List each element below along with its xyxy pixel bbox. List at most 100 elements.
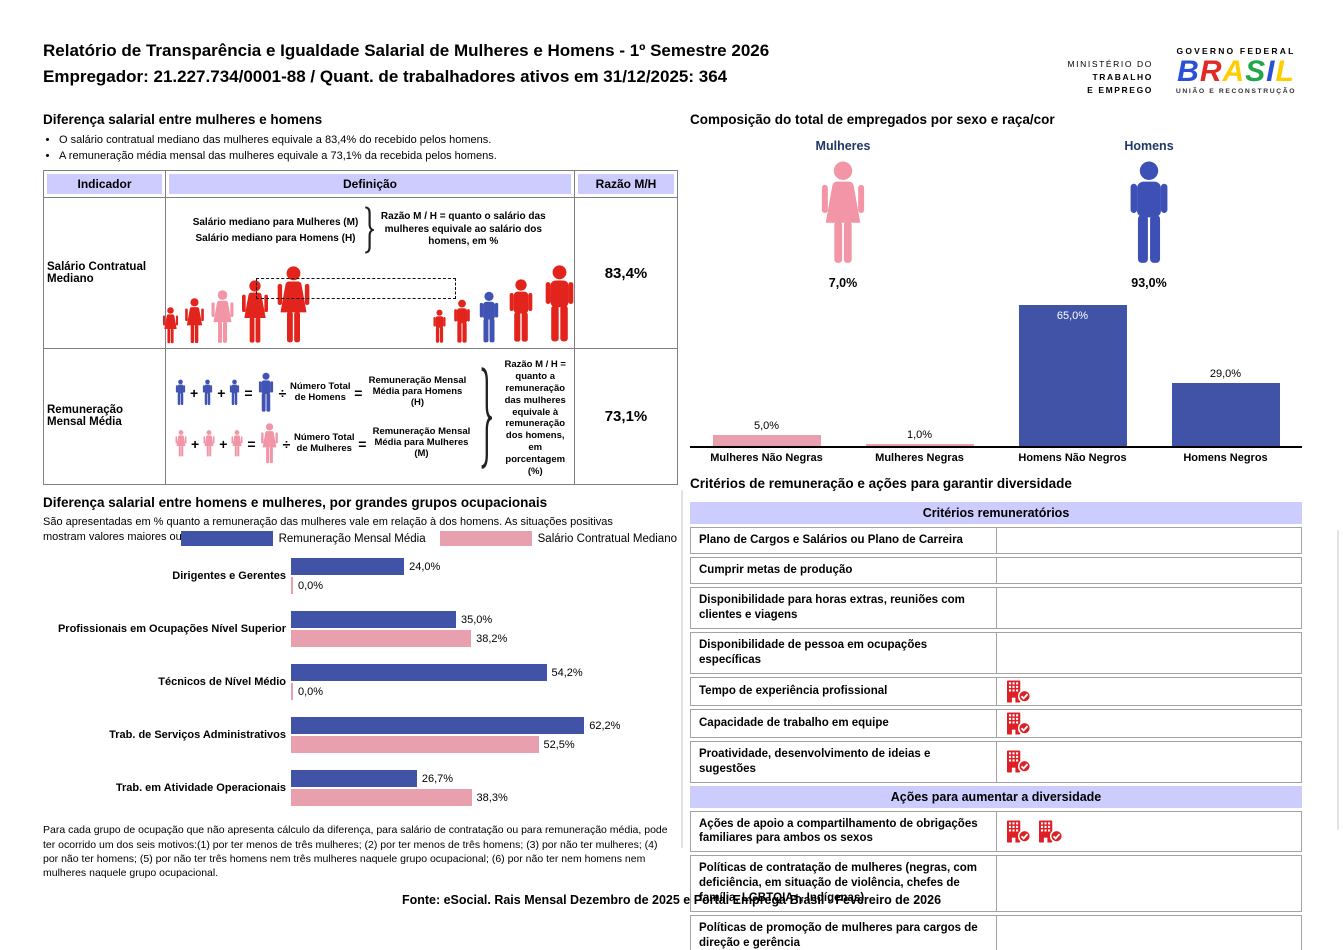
median-link-dashed-box xyxy=(256,278,456,299)
occupation-group: Trab. de Serviços Administrativos 62,2% 52… xyxy=(43,717,677,754)
company-check-icon xyxy=(1005,820,1032,843)
composition-column: 1,0% Mulheres Negras xyxy=(843,294,996,464)
col-header-indicador: Indicador xyxy=(43,170,166,198)
bullet-median-salary: O salário contratual mediano das mulhere… xyxy=(59,134,677,146)
report-subtitle: Empregador: 21.227.734/0001-88 / Quant. … xyxy=(43,67,728,87)
criteria-label: Tempo de experiência profissional xyxy=(690,676,996,706)
occupation-group: Profissionais em Ocupações Nível Superio… xyxy=(43,611,677,648)
criteria-label: Plano de Cargos e Salários ou Plano de C… xyxy=(690,527,996,554)
women-result-label: Remuneração Mensal Média para Mulheres (… xyxy=(372,426,471,460)
x-axis-line xyxy=(690,446,1302,448)
woman-figure-icon xyxy=(821,161,865,263)
avg-remuneration-formula: + + = ÷ Número Total de Homens = Re xyxy=(168,353,572,480)
bar xyxy=(291,770,417,788)
occupation-label: Dirigentes e Gerentes xyxy=(172,570,286,583)
bar-value-label: 29,0% xyxy=(1209,368,1242,381)
woman-figure-icon xyxy=(162,307,179,344)
occupational-legend: Remuneração Mensal Média Salário Contratu… xyxy=(180,531,677,547)
occupational-bar-chart: Dirigentes e Gerentes 24,0% 0,0% Profission… xyxy=(43,558,677,807)
divide-operator: ÷ xyxy=(282,435,291,452)
category-label: Homens Não Negros xyxy=(1018,452,1127,464)
man-figure-icon-large xyxy=(258,373,273,413)
woman-figure-icon xyxy=(203,430,215,457)
criteria-row: Disponibilidade de pessoa em ocupações e… xyxy=(690,631,1302,674)
bar xyxy=(291,717,585,735)
equals-operator: = xyxy=(354,384,363,401)
bar xyxy=(291,611,456,629)
header-logos: MINISTÉRIO DO TRABALHO E EMPREGO GOVERNO… xyxy=(1068,46,1306,96)
category-label: Mulheres Não Negras xyxy=(710,452,823,464)
page-scrollbar[interactable] xyxy=(1337,530,1339,830)
composition-column: 5,0% Mulheres Não Negras xyxy=(690,294,843,464)
bar xyxy=(291,683,293,701)
bar-row: 35,0% xyxy=(291,611,507,629)
plus-operator: + xyxy=(190,384,199,401)
median-salary-illustration xyxy=(162,256,574,344)
bar xyxy=(712,435,821,446)
brace-icon xyxy=(365,206,375,254)
criteria-section-row: Critérios remuneratórios xyxy=(690,502,1302,524)
brasil-letter: A xyxy=(1222,55,1246,88)
bar-value-label: 54,2% xyxy=(551,666,583,679)
indicator-median-salary: Salário Contratual Mediano xyxy=(43,197,166,349)
bar xyxy=(291,558,405,576)
criteria-row: Plano de Cargos e Salários ou Plano de C… xyxy=(690,527,1302,554)
criteria-row: Tempo de experiência profissional xyxy=(690,676,1302,706)
bar xyxy=(291,789,472,807)
bar-row: 38,2% xyxy=(291,630,508,648)
woman-figure-icon xyxy=(185,298,204,344)
criteria-section-header: Critérios remuneratórios xyxy=(690,502,1302,524)
composition-bar-chart: 5,0% Mulheres Não Negras 1,0% Mulheres Negr… xyxy=(690,294,1302,464)
criteria-row: Ações de apoio a compartilhamento de obr… xyxy=(690,810,1302,853)
women-formula-line: + + = ÷ Número Total de Mulheres = xyxy=(174,423,473,464)
criteria-label: Disponibilidade de pessoa em ocupações e… xyxy=(690,631,996,674)
bar-area: 5,0% xyxy=(690,294,843,446)
men-formula-line: + + = ÷ Número Total de Homens = Re xyxy=(174,372,473,413)
report-header: Relatório de Transparência e Igualdade S… xyxy=(43,38,1305,96)
occupation-label: Trab. em Atividade Operacionais xyxy=(115,782,286,795)
woman-figure-icon-highlight xyxy=(211,290,234,343)
median-ratio-note: Razão M / H = quanto o salário das mulhe… xyxy=(380,211,546,248)
criteria-section-row: Ações para aumentar a diversidade xyxy=(690,785,1302,808)
woman-figure-icon-large xyxy=(260,423,278,464)
bar xyxy=(291,577,293,595)
bar-value-label: 35,0% xyxy=(461,613,493,626)
criteria-row: Proatividade, desenvolvimento de ideias … xyxy=(690,740,1302,783)
legend-swatch xyxy=(180,531,273,547)
legend-item: Salário Contratual Mediano xyxy=(439,531,677,547)
category-label: Homens Negros xyxy=(1183,452,1268,464)
criteria-value xyxy=(996,586,1302,629)
occupation-label: Profissionais em Ocupações Nível Superio… xyxy=(57,623,286,636)
company-check-icon xyxy=(1005,712,1032,735)
man-figure-icon xyxy=(1130,161,1168,263)
men-percentage: 93,0% xyxy=(1131,276,1167,290)
divide-operator: ÷ xyxy=(278,384,287,401)
criteria-title: Critérios de remuneração e ações para ga… xyxy=(690,476,1072,491)
brasil-letter: B xyxy=(1177,55,1200,88)
table-row: Salário Contratual Mediano Salário media… xyxy=(43,197,678,349)
pane-scrollbar[interactable] xyxy=(681,490,683,848)
category-label: Mulheres Negras xyxy=(875,452,964,464)
men-result-label: Remuneração Mensal Média para Homens (H) xyxy=(368,375,467,409)
bar-row: 54,2% xyxy=(291,664,583,682)
criteria-value xyxy=(996,631,1302,674)
man-figure-icon xyxy=(454,299,470,343)
criteria-row: Cumprir metas de produção xyxy=(690,556,1302,584)
occupational-footnote: Para cada grupo de ocupação que não apre… xyxy=(43,824,668,879)
col-header-razao: Razão M/H xyxy=(574,170,678,198)
bar-pair: 26,7% 38,3% xyxy=(291,770,508,807)
women-percentage: 7,0% xyxy=(828,276,858,290)
criteria-value xyxy=(996,676,1302,706)
man-figure-icon xyxy=(230,380,240,406)
composition-column: 29,0% Homens Negros xyxy=(1149,294,1302,464)
occupational-title: Diferença salarial entre homens e mulher… xyxy=(43,494,548,510)
criteria-row: Políticas de promoção de mulheres para c… xyxy=(690,915,1302,950)
bar-pair: 35,0% 38,2% xyxy=(291,611,508,648)
median-women-label: Salário mediano para Mulheres (M) xyxy=(192,216,359,228)
occupation-group: Técnicos de Nível Médio 54,2% 0,0% xyxy=(43,664,677,701)
composition-bars: 5,0% Mulheres Não Negras 1,0% Mulheres Negr… xyxy=(690,294,1302,464)
plus-operator: + xyxy=(191,435,200,452)
bar-row: 24,0% xyxy=(291,558,440,576)
bar-row: 62,2% xyxy=(291,717,620,735)
bar-value-label: 38,2% xyxy=(476,632,508,645)
